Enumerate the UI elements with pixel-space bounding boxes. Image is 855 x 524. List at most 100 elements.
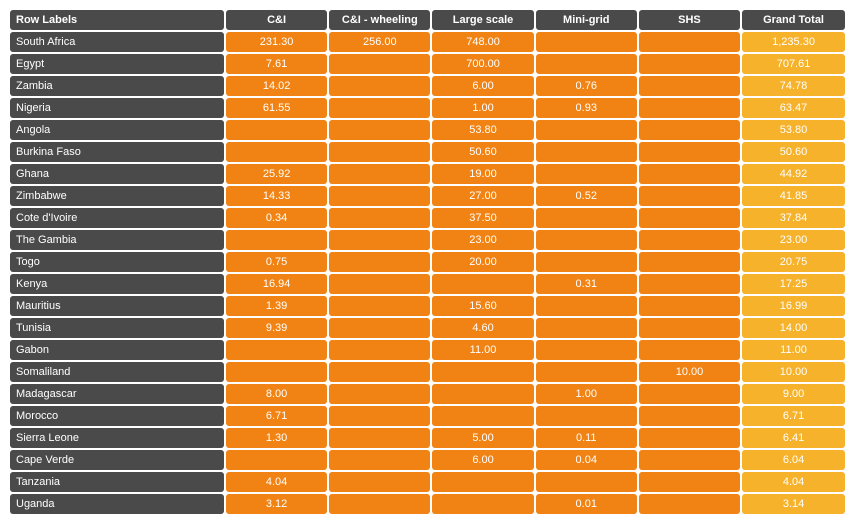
cell-mini_grid: [536, 296, 637, 316]
cell-shs: [639, 494, 740, 514]
cell-ci_wheeling: [329, 406, 430, 426]
col-header-shs: SHS: [639, 10, 740, 30]
row-total: 44.92: [742, 164, 845, 184]
row-total: 14.00: [742, 318, 845, 338]
row-total: 50.60: [742, 142, 845, 162]
cell-ci: [226, 362, 327, 382]
cell-shs: [639, 406, 740, 426]
cell-large_scale: 6.00: [432, 450, 533, 470]
col-header-label: Row Labels: [10, 10, 224, 30]
cell-shs: [639, 274, 740, 294]
row-label: Cote d'Ivoire: [10, 208, 224, 228]
cell-mini_grid: [536, 230, 637, 250]
cell-ci: 3.12: [226, 494, 327, 514]
table-row: Zambia14.026.000.7674.78: [10, 76, 845, 96]
cell-shs: [639, 186, 740, 206]
row-total: 41.85: [742, 186, 845, 206]
table-row: Ghana25.9219.0044.92: [10, 164, 845, 184]
col-header-ci: C&I: [226, 10, 327, 30]
cell-large_scale: 5.00: [432, 428, 533, 448]
table-row: Kenya16.940.3117.25: [10, 274, 845, 294]
cell-large_scale: 4.60: [432, 318, 533, 338]
cell-ci_wheeling: [329, 164, 430, 184]
cell-ci_wheeling: [329, 450, 430, 470]
cell-mini_grid: 0.76: [536, 76, 637, 96]
row-total: 4.04: [742, 472, 845, 492]
cell-large_scale: [432, 274, 533, 294]
cell-ci_wheeling: [329, 76, 430, 96]
cell-shs: [639, 230, 740, 250]
cell-shs: [639, 76, 740, 96]
row-total: 20.75: [742, 252, 845, 272]
cell-ci: [226, 142, 327, 162]
row-label: Sierra Leone: [10, 428, 224, 448]
row-label: Zambia: [10, 76, 224, 96]
row-total: 11.00: [742, 340, 845, 360]
cell-ci_wheeling: [329, 340, 430, 360]
cell-ci: 14.02: [226, 76, 327, 96]
table-body: South Africa231.30256.00748.001,235.30Eg…: [10, 32, 845, 514]
cell-mini_grid: [536, 472, 637, 492]
table-row: Nigeria61.551.000.9363.47: [10, 98, 845, 118]
row-label: Ghana: [10, 164, 224, 184]
cell-shs: [639, 142, 740, 162]
col-header-ci_wheeling: C&I - wheeling: [329, 10, 430, 30]
cell-mini_grid: [536, 362, 637, 382]
cell-ci: 0.75: [226, 252, 327, 272]
cell-large_scale: 37.50: [432, 208, 533, 228]
cell-ci_wheeling: [329, 120, 430, 140]
row-total: 17.25: [742, 274, 845, 294]
cell-ci_wheeling: 256.00: [329, 32, 430, 52]
cell-large_scale: [432, 362, 533, 382]
table-row: The Gambia23.0023.00: [10, 230, 845, 250]
row-label: Angola: [10, 120, 224, 140]
cell-shs: 10.00: [639, 362, 740, 382]
cell-shs: [639, 32, 740, 52]
cell-large_scale: 19.00: [432, 164, 533, 184]
cell-shs: [639, 208, 740, 228]
cell-ci: [226, 120, 327, 140]
cell-ci_wheeling: [329, 296, 430, 316]
cell-mini_grid: [536, 120, 637, 140]
row-total: 6.71: [742, 406, 845, 426]
row-label: Cape Verde: [10, 450, 224, 470]
cell-shs: [639, 340, 740, 360]
row-label: Madagascar: [10, 384, 224, 404]
cell-ci_wheeling: [329, 362, 430, 382]
cell-mini_grid: [536, 164, 637, 184]
cell-large_scale: 20.00: [432, 252, 533, 272]
row-label: Tunisia: [10, 318, 224, 338]
table-row: Morocco6.716.71: [10, 406, 845, 426]
cell-large_scale: 27.00: [432, 186, 533, 206]
table-row: Cote d'Ivoire0.3437.5037.84: [10, 208, 845, 228]
cell-ci: 14.33: [226, 186, 327, 206]
row-total: 37.84: [742, 208, 845, 228]
table-row: Sierra Leone1.305.000.116.41: [10, 428, 845, 448]
cell-ci: 7.61: [226, 54, 327, 74]
cell-shs: [639, 54, 740, 74]
row-total: 23.00: [742, 230, 845, 250]
cell-mini_grid: 0.52: [536, 186, 637, 206]
cell-ci_wheeling: [329, 472, 430, 492]
cell-shs: [639, 318, 740, 338]
cell-large_scale: 1.00: [432, 98, 533, 118]
cell-ci_wheeling: [329, 494, 430, 514]
cell-mini_grid: [536, 208, 637, 228]
cell-shs: [639, 428, 740, 448]
col-header-large_scale: Large scale: [432, 10, 533, 30]
cell-ci: 6.71: [226, 406, 327, 426]
cell-mini_grid: [536, 340, 637, 360]
cell-shs: [639, 450, 740, 470]
cell-ci: 8.00: [226, 384, 327, 404]
cell-large_scale: [432, 384, 533, 404]
cell-ci_wheeling: [329, 274, 430, 294]
cell-ci: [226, 340, 327, 360]
row-total: 16.99: [742, 296, 845, 316]
cell-ci: 1.39: [226, 296, 327, 316]
cell-large_scale: 50.60: [432, 142, 533, 162]
cell-large_scale: 15.60: [432, 296, 533, 316]
cell-mini_grid: 0.93: [536, 98, 637, 118]
table-row: Mauritius1.3915.6016.99: [10, 296, 845, 316]
row-label: Somaliland: [10, 362, 224, 382]
row-label: Zimbabwe: [10, 186, 224, 206]
